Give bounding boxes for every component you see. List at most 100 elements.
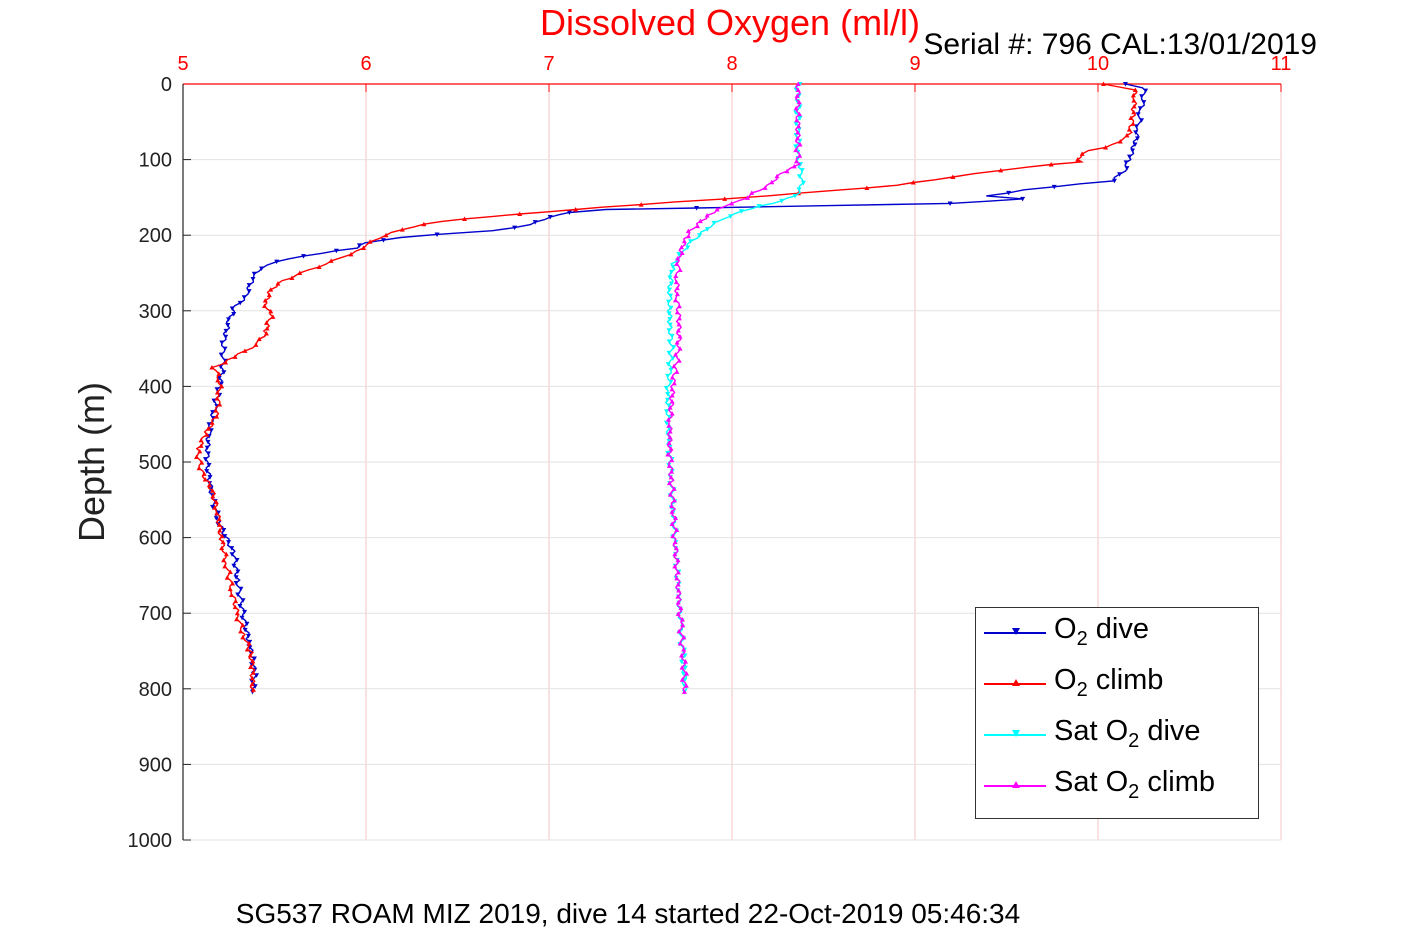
x-tick-label: 6: [360, 53, 371, 75]
data-point: [675, 581, 681, 587]
data-point: [667, 434, 673, 440]
data-point: [638, 202, 644, 207]
data-point: [1135, 112, 1141, 117]
data-point: [360, 245, 366, 251]
data-point: [223, 334, 229, 340]
data-point: [694, 205, 700, 211]
data-point: [679, 677, 685, 682]
data-point: [231, 311, 237, 317]
data-point: [1103, 145, 1109, 150]
data-point: [672, 352, 678, 357]
data-point: [738, 209, 744, 214]
data-point: [669, 333, 675, 339]
chart-subtitle: Serial #: 796 CAL:13/01/2019: [923, 28, 1317, 61]
data-point: [380, 238, 386, 243]
data-point: [672, 551, 678, 557]
data-point: [264, 320, 270, 325]
data-point: [697, 218, 703, 224]
data-point: [666, 311, 672, 316]
data-point: [210, 504, 216, 510]
data-point: [668, 474, 674, 480]
data-point: [247, 652, 253, 658]
data-point: [1126, 127, 1132, 132]
data-point: [665, 397, 671, 403]
data-point: [214, 389, 220, 395]
data-point: [667, 322, 673, 328]
data-point: [675, 569, 681, 575]
data-point: [1117, 172, 1123, 177]
data-point: [674, 261, 680, 266]
data-point: [665, 451, 671, 457]
data-point: [697, 233, 703, 238]
data-point: [793, 158, 799, 164]
legend-swatch: [984, 673, 1046, 693]
data-point: [249, 675, 255, 681]
data-point: [674, 575, 680, 581]
data-point: [227, 569, 233, 575]
chart-footer: SG537 ROAM MIZ 2019, dive 14 started 22-…: [235, 898, 1021, 929]
data-point: [666, 440, 672, 445]
data-point: [264, 325, 270, 331]
data-point: [666, 480, 672, 486]
data-point: [517, 211, 523, 217]
data-point: [794, 99, 800, 104]
data-point: [217, 528, 223, 533]
series-lines: [194, 81, 1149, 695]
series-line-0: [204, 83, 1147, 692]
data-point: [242, 609, 248, 615]
data-point: [669, 386, 675, 392]
data-point: [250, 687, 256, 692]
data-point: [263, 330, 269, 336]
data-point: [268, 308, 274, 314]
data-point: [1131, 98, 1137, 103]
data-point: [669, 399, 675, 404]
data-point: [668, 281, 674, 287]
data-point: [683, 683, 689, 688]
data-point: [210, 493, 216, 499]
legend: O2 dive O2 climb Sat O2 dive Sat O2 clim…: [975, 607, 1259, 819]
data-point: [1131, 109, 1137, 115]
data-point: [250, 277, 256, 282]
data-point: [250, 658, 256, 664]
data-point: [673, 273, 679, 279]
data-point: [669, 375, 675, 380]
legend-label: Sat O2 dive: [1054, 715, 1201, 752]
data-point: [219, 383, 225, 389]
data-point: [1124, 132, 1130, 138]
data-point: [230, 580, 236, 586]
data-point: [682, 665, 688, 671]
data-point: [249, 681, 255, 687]
data-point: [206, 482, 212, 488]
data-point: [228, 592, 234, 598]
data-point: [461, 216, 467, 221]
legend-label: O2 climb: [1054, 664, 1164, 701]
data-point: [206, 463, 212, 468]
data-point: [795, 87, 801, 93]
data-point: [259, 266, 265, 271]
data-point: [663, 385, 669, 391]
data-point: [676, 315, 682, 321]
data-point: [357, 243, 363, 248]
data-point: [666, 350, 672, 356]
data-point: [668, 293, 674, 299]
data-point: [669, 521, 675, 526]
data-point: [685, 228, 691, 234]
data-point: [1006, 190, 1012, 196]
data-point: [762, 185, 768, 190]
data-point: [209, 365, 215, 370]
y-tick-label: 0: [161, 74, 172, 96]
data-point: [677, 267, 683, 272]
data-point: [1075, 157, 1081, 162]
data-point: [240, 622, 246, 628]
data-point: [671, 363, 677, 369]
data-point: [328, 258, 334, 263]
data-point: [1130, 148, 1136, 154]
data-point: [672, 497, 678, 503]
data-point: [216, 516, 222, 522]
data-point: [316, 264, 322, 269]
data-point: [669, 269, 675, 275]
data-point: [217, 402, 223, 407]
data-point: [268, 287, 274, 292]
chart-title: Dissolved Oxygen (ml/l): [539, 2, 921, 43]
data-point: [676, 358, 682, 363]
